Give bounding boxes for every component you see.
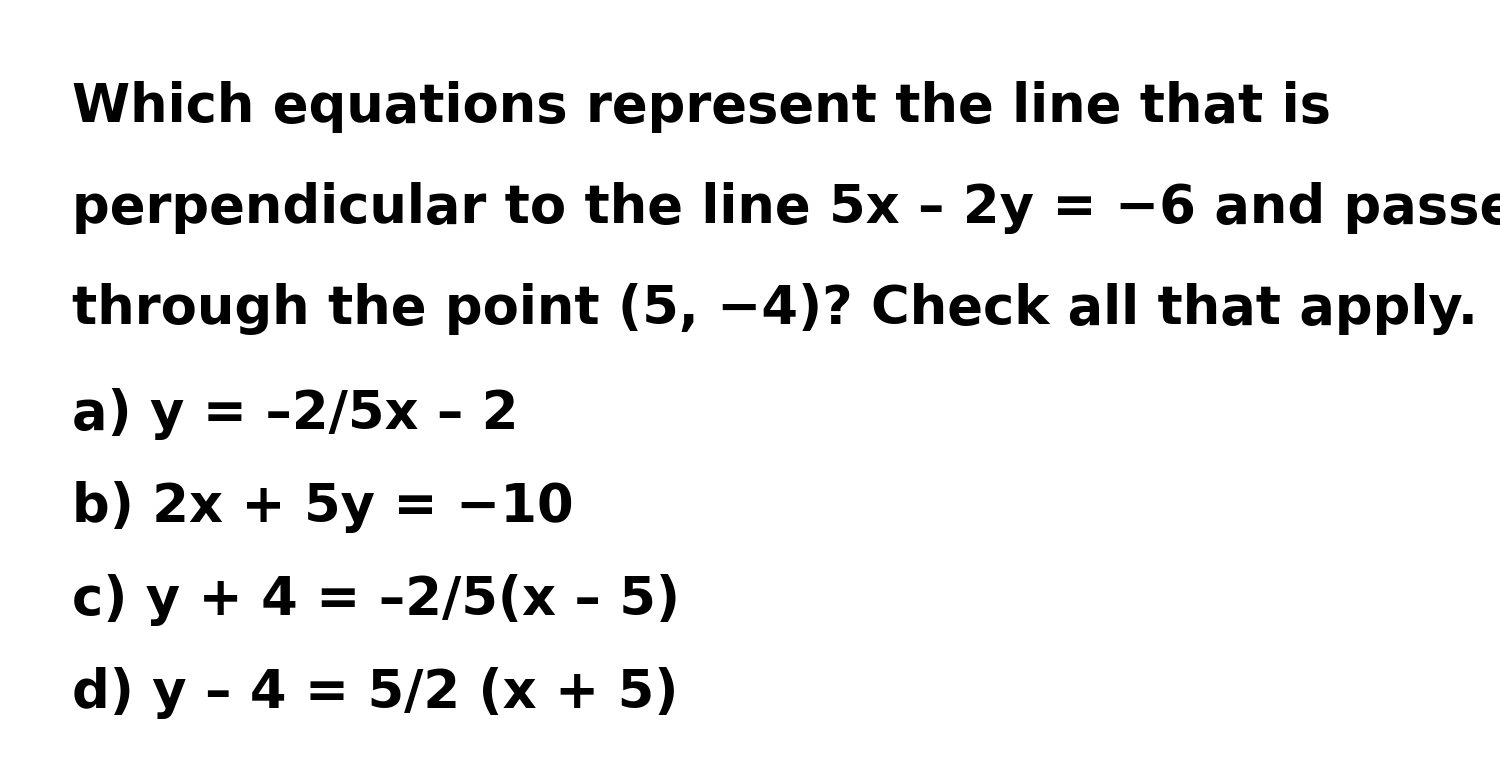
Text: Which equations represent the line that is: Which equations represent the line that … <box>72 81 1330 133</box>
Text: through the point (5, −4)? Check all that apply.: through the point (5, −4)? Check all tha… <box>72 283 1478 335</box>
Text: perpendicular to the line 5x – 2y = −6 and passes: perpendicular to the line 5x – 2y = −6 a… <box>72 182 1500 234</box>
Text: d) y – 4 = 5/2 (x + 5): d) y – 4 = 5/2 (x + 5) <box>72 667 678 719</box>
Text: a) y = –2/5x – 2: a) y = –2/5x – 2 <box>72 388 519 440</box>
Text: b) 2x + 5y = −10: b) 2x + 5y = −10 <box>72 481 573 533</box>
Text: c) y + 4 = –2/5(x – 5): c) y + 4 = –2/5(x – 5) <box>72 574 680 626</box>
